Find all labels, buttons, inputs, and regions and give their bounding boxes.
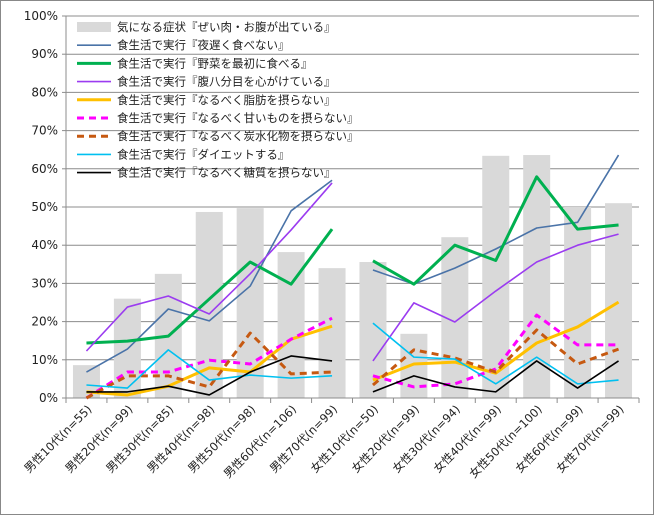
legend-label: 食生活で実行『ダイエットする』 <box>117 147 289 161</box>
legend-label: 食生活で実行『なるべく脂肪を摂らない』 <box>117 93 336 107</box>
bar <box>319 268 346 398</box>
legend-label: 食生活で実行『野菜を最初に食べる』 <box>117 56 313 70</box>
y-tick-label: 20% <box>31 315 58 329</box>
y-tick-label: 50% <box>31 200 58 214</box>
y-tick-label: 60% <box>31 162 58 176</box>
legend-label: 食生活で実行『なるべく甘いものを摂らない』 <box>117 111 359 125</box>
bar <box>482 156 509 398</box>
y-tick-label: 10% <box>31 353 58 367</box>
x-tick-label: 男性60代(n=106) <box>221 402 299 480</box>
bar <box>605 203 632 398</box>
bar <box>564 207 591 398</box>
y-tick-label: 30% <box>31 276 58 290</box>
legend-label: 食生活で実行『夜遅く食べない』 <box>117 38 290 52</box>
x-tick-label: 男性10代(n=55) <box>21 402 94 475</box>
y-tick-label: 80% <box>31 85 58 99</box>
legend-label: 食生活で実行『なるべく糖質を摂らない』 <box>117 166 336 180</box>
x-tick-label: 女性50代(n=100) <box>466 402 544 480</box>
y-tick-label: 100% <box>24 9 58 23</box>
y-tick-label: 70% <box>31 124 58 138</box>
legend-label: 食生活で実行『腹八分目を心がけている』 <box>117 75 336 89</box>
y-tick-label: 90% <box>31 47 58 61</box>
legend-label: 食生活で実行『なるべく炭水化物を摂らない』 <box>117 129 359 143</box>
bar <box>237 208 264 398</box>
legend-swatch-bar <box>77 22 111 32</box>
y-tick-label: 0% <box>39 391 58 405</box>
legend-label: 気になる症状『ぜい肉・お腹が出ている』 <box>117 20 336 34</box>
y-tick-label: 40% <box>31 238 58 252</box>
